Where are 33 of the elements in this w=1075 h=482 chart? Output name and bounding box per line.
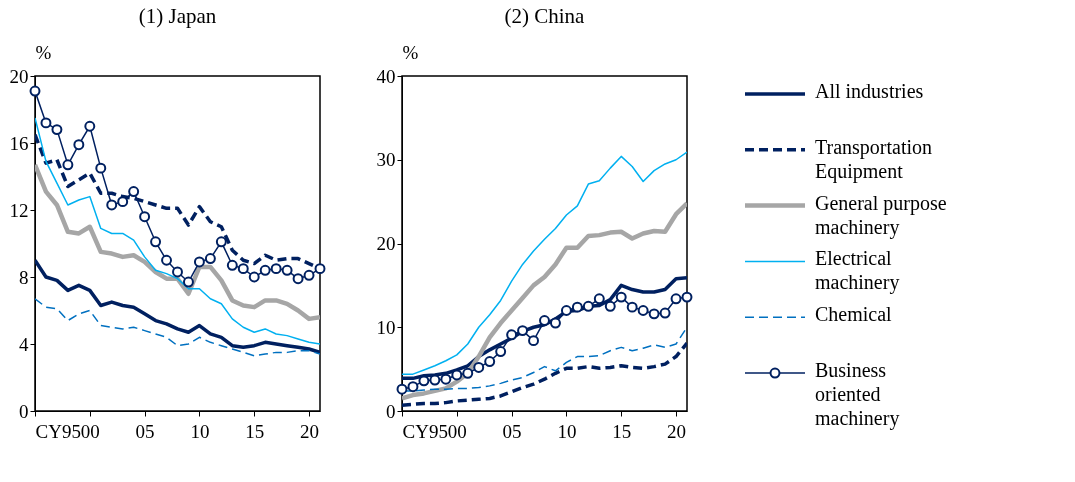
legend-label: All industries: [815, 79, 924, 102]
x-tick-label: 00: [447, 420, 467, 442]
legend-label: Business oriented machinery: [815, 359, 900, 431]
y-tick-label: 0: [386, 400, 396, 422]
y-tick-label: 10: [376, 316, 396, 338]
y-axis-title: %: [402, 41, 419, 63]
y-tick-label: 20: [376, 233, 396, 254]
y-tick-label: 20: [9, 65, 29, 87]
legend-label: Chemical: [815, 303, 893, 326]
x-tick-label: 20: [667, 420, 687, 442]
x-tick-label: 05: [135, 420, 155, 442]
legend-label: Transportation Equipment: [815, 135, 933, 183]
y-tick-label: 30: [376, 149, 396, 171]
chart-title: (2) China: [504, 4, 586, 28]
x-tick-label: CY95: [402, 420, 448, 442]
y-tick-label: 12: [9, 199, 29, 221]
y-tick-label: 0: [19, 400, 29, 422]
legend-label: General purpose machinery: [815, 191, 947, 239]
chart-title: (1) Japan: [138, 4, 217, 28]
x-tick-label: 15: [245, 420, 265, 442]
y-tick-label: 4: [19, 333, 29, 355]
y-tick-label: 8: [19, 266, 29, 288]
x-tick-label: 10: [557, 420, 577, 442]
legend-label: Electrical machinery: [815, 247, 900, 295]
x-tick-label: CY95: [35, 420, 81, 442]
x-tick-label: 00: [80, 420, 100, 442]
x-tick-label: 15: [612, 420, 632, 442]
y-tick-label: 16: [9, 132, 29, 154]
x-tick-label: 20: [300, 420, 320, 442]
y-axis-title: %: [35, 41, 52, 63]
x-tick-label: 10: [190, 420, 210, 442]
y-tick-label: 40: [376, 65, 396, 87]
x-tick-label: 05: [502, 420, 522, 442]
